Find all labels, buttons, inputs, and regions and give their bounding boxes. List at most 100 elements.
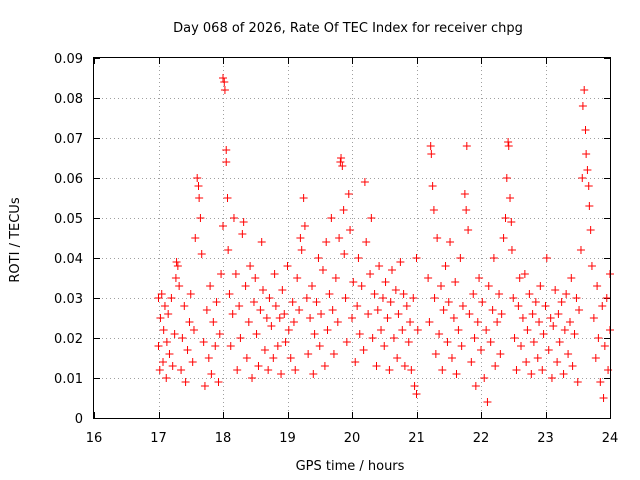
- data-point: [477, 346, 485, 354]
- data-point: [204, 354, 213, 362]
- data-point: [193, 174, 202, 182]
- data-point: [454, 326, 463, 334]
- data-point: [231, 270, 240, 278]
- data-point: [177, 366, 186, 374]
- data-point: [154, 342, 163, 350]
- data-point: [277, 370, 286, 378]
- data-point: [194, 182, 203, 190]
- data-point: [159, 326, 168, 334]
- data-point: [291, 366, 300, 374]
- data-point: [437, 282, 446, 290]
- data-point: [219, 222, 227, 230]
- grid-lines: [94, 58, 610, 418]
- data-point: [504, 142, 513, 150]
- data-point: [400, 362, 409, 370]
- data-point: [583, 166, 592, 174]
- data-point: [383, 314, 392, 322]
- data-point: [549, 322, 558, 330]
- data-point: [502, 174, 511, 182]
- data-point: [157, 290, 166, 298]
- data-point: [270, 270, 279, 278]
- data-point: [368, 334, 377, 342]
- data-point: [458, 302, 467, 310]
- data-point: [286, 354, 295, 362]
- data-point: [354, 254, 363, 262]
- data-point: [164, 310, 173, 318]
- data-point: [338, 162, 347, 170]
- data-point: [596, 378, 605, 386]
- data-point: [317, 310, 326, 318]
- data-point: [252, 330, 261, 338]
- data-point: [339, 206, 348, 214]
- data-point: [567, 274, 576, 282]
- data-point: [575, 306, 584, 314]
- data-point: [258, 286, 267, 294]
- x-tick-label: 17: [150, 431, 167, 446]
- data-point: [541, 302, 550, 310]
- data-point: [308, 282, 317, 290]
- data-point: [581, 126, 590, 134]
- data-point: [380, 342, 389, 350]
- data-point: [372, 362, 381, 370]
- data-point: [355, 330, 364, 338]
- data-point: [254, 362, 263, 370]
- y-tick-label: 0.09: [54, 52, 83, 67]
- data-point: [351, 358, 360, 366]
- data-point: [236, 334, 245, 342]
- data-point: [427, 150, 436, 158]
- data-point: [283, 262, 292, 270]
- data-point: [224, 246, 233, 254]
- data-point: [467, 358, 476, 366]
- data-point: [480, 374, 489, 382]
- data-point: [515, 274, 524, 282]
- y-tick-labels: 0 0.01 0.02 0.03 0.04 0.05 0.06 0.07 0.08 0.09: [54, 52, 83, 427]
- data-point: [482, 326, 491, 334]
- data-point: [501, 214, 510, 222]
- data-point: [438, 366, 447, 374]
- data-point: [451, 278, 460, 286]
- data-point: [235, 302, 244, 310]
- data-point: [385, 366, 394, 374]
- y-tick-label: 0.01: [54, 372, 83, 387]
- data-point: [183, 346, 192, 354]
- data-point: [555, 338, 564, 346]
- data-point: [191, 234, 200, 242]
- data-point: [336, 158, 345, 166]
- data-point: [457, 342, 466, 350]
- data-point: [370, 290, 379, 298]
- data-point: [202, 306, 211, 314]
- data-point: [531, 298, 540, 306]
- data-point: [269, 354, 278, 362]
- data-point: [217, 270, 226, 278]
- data-point: [318, 266, 327, 274]
- data-point: [447, 354, 456, 362]
- x-tick-label: 21: [408, 431, 425, 446]
- data-point: [239, 218, 248, 226]
- data-point: [173, 262, 182, 270]
- data-point: [280, 310, 289, 318]
- data-point: [171, 274, 180, 282]
- x-tick-label: 24: [602, 431, 619, 446]
- data-point: [512, 366, 521, 374]
- data-point: [425, 318, 434, 326]
- data-point: [381, 278, 390, 286]
- data-point: [325, 290, 334, 298]
- data-point: [262, 314, 271, 322]
- data-point: [572, 294, 581, 302]
- data-point: [433, 234, 442, 242]
- data-point: [329, 350, 338, 358]
- data-point: [398, 326, 407, 334]
- data-point: [496, 350, 505, 358]
- data-point: [168, 362, 177, 370]
- data-point: [222, 158, 231, 166]
- data-point: [373, 306, 382, 314]
- data-point: [469, 290, 478, 298]
- data-point: [323, 326, 332, 334]
- data-points: [154, 74, 614, 406]
- data-point: [441, 262, 450, 270]
- data-point: [342, 338, 351, 346]
- data-point: [260, 346, 269, 354]
- data-point: [527, 370, 536, 378]
- data-point: [602, 294, 611, 302]
